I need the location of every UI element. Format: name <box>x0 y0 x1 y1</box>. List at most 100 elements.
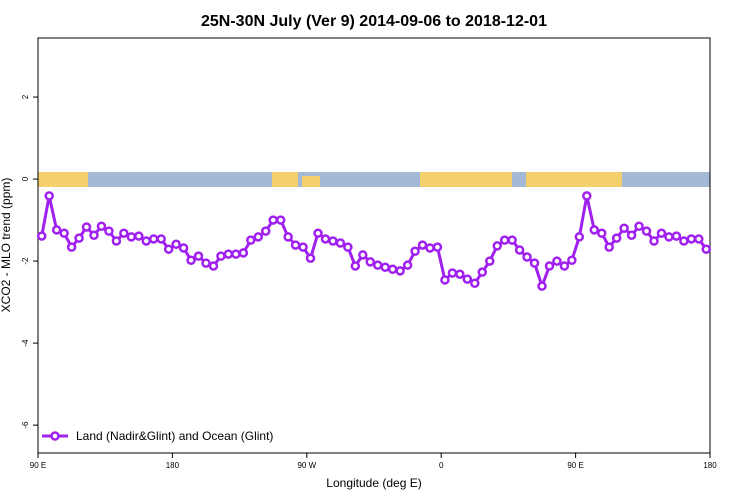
data-point <box>201 258 211 268</box>
data-point <box>283 232 293 242</box>
x-tick-label: 90 W <box>297 461 316 470</box>
data-point <box>126 232 137 242</box>
data-point <box>387 264 398 275</box>
land-band <box>420 172 512 187</box>
y-axis-label: XCO2 - MLO trend (ppm) <box>0 178 13 313</box>
data-point <box>313 228 323 238</box>
data-point <box>395 266 405 276</box>
data-point <box>96 221 107 231</box>
data-point <box>529 258 540 268</box>
data-point <box>335 238 346 248</box>
data-point <box>36 231 47 241</box>
data-point <box>44 191 54 201</box>
data-point <box>499 235 510 245</box>
data-point <box>141 236 152 246</box>
data-point <box>417 240 428 250</box>
x-axis-label: Longitude (deg E) <box>326 476 421 490</box>
data-point <box>81 222 92 232</box>
data-point <box>694 234 704 244</box>
x-tick-label: 90 E <box>567 461 583 470</box>
data-point <box>253 232 264 242</box>
data-point <box>544 261 555 271</box>
x-tick-label: 0 <box>439 461 444 470</box>
data-point <box>611 233 622 243</box>
data-point <box>425 243 435 253</box>
data-point <box>484 256 495 266</box>
data-point <box>111 236 122 246</box>
data-point <box>193 251 204 261</box>
data-point <box>410 246 420 256</box>
data-point <box>231 249 241 259</box>
data-point <box>664 232 674 242</box>
data-point <box>507 235 517 245</box>
data-point <box>350 261 361 271</box>
data-point <box>596 228 607 238</box>
data-point <box>223 249 234 259</box>
data-point <box>268 215 278 225</box>
data-point <box>447 268 458 278</box>
land-band <box>526 172 622 187</box>
data-point <box>305 253 316 263</box>
data-point <box>470 278 480 288</box>
data-point <box>275 215 286 225</box>
plot-frame <box>37 37 711 454</box>
y-tick-label: 0 <box>21 176 30 181</box>
data-point <box>440 275 450 285</box>
data-point <box>567 255 577 266</box>
chart-title: 25N-30N July (Ver 9) 2014-09-06 to 2018-… <box>201 13 547 30</box>
data-point <box>290 240 301 250</box>
y-tick-label: 2 <box>21 94 30 99</box>
data-point <box>619 223 629 234</box>
data-point <box>89 230 99 240</box>
data-point <box>372 260 383 270</box>
land-band <box>38 172 88 187</box>
data-point <box>246 235 256 245</box>
data-point <box>171 239 181 250</box>
data-point <box>679 236 689 246</box>
data-point <box>656 228 667 238</box>
data-point <box>604 242 614 252</box>
data-point <box>552 256 562 266</box>
data-point <box>649 236 659 246</box>
data-point <box>238 248 249 258</box>
data-point <box>186 255 196 266</box>
data-point <box>641 226 652 236</box>
data-point <box>156 234 166 244</box>
y-tick-label: -2 <box>21 257 30 265</box>
x-tick-label: 180 <box>703 461 717 470</box>
data-point <box>358 250 368 260</box>
data-point <box>462 274 473 284</box>
data-point <box>477 267 488 277</box>
data-point <box>260 226 271 236</box>
legend-label: Land (Nadir&Glint) and Ocean (Glint) <box>76 429 273 443</box>
data-point <box>671 231 682 241</box>
data-point <box>589 225 600 235</box>
data-point <box>492 241 502 251</box>
land-band <box>302 176 320 187</box>
data-point <box>402 260 413 270</box>
data-point <box>163 244 174 254</box>
data-point <box>148 234 159 244</box>
data-point <box>216 251 226 261</box>
data-point <box>514 245 525 255</box>
data-point <box>701 244 712 254</box>
data-point <box>328 236 338 246</box>
x-tick-label: 90 E <box>30 461 46 470</box>
data-point <box>320 234 331 244</box>
data-point <box>178 243 189 253</box>
land-band <box>272 172 298 187</box>
data-point <box>298 242 308 252</box>
data-point <box>582 191 592 201</box>
data-point <box>365 257 376 267</box>
data-point <box>104 226 114 236</box>
series-line <box>40 195 708 291</box>
data-point <box>432 242 443 252</box>
data-point <box>134 231 144 241</box>
data-point <box>537 281 547 291</box>
x-tick-label: 180 <box>166 461 180 470</box>
data-point <box>119 228 129 238</box>
legend-marker <box>50 431 60 441</box>
data-point <box>66 242 77 252</box>
y-tick-label: -6 <box>21 421 30 429</box>
